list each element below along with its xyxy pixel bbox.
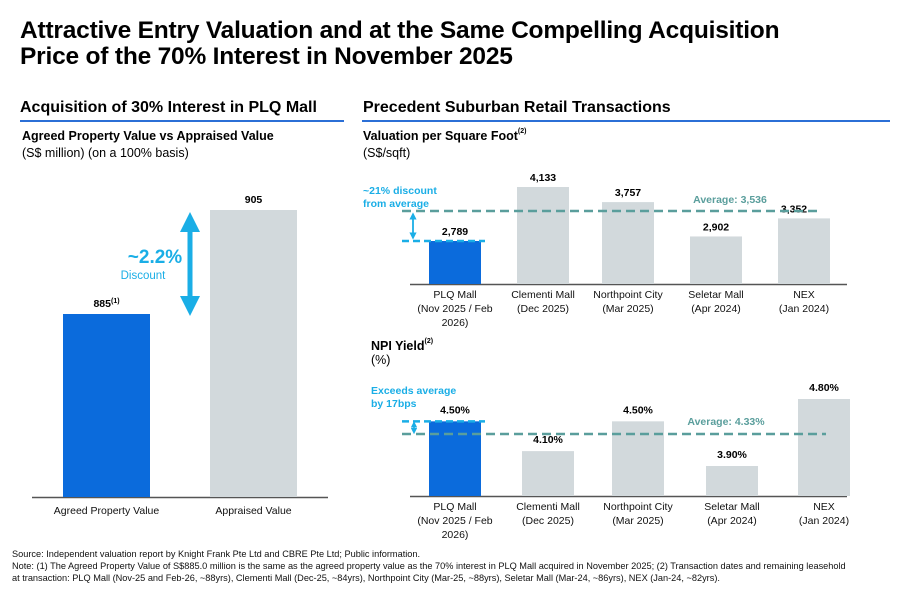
vpsf-annotation-line2: from average bbox=[363, 198, 429, 210]
category-label-0-1: (Nov 2025 / Feb bbox=[417, 515, 492, 527]
bar-0 bbox=[63, 314, 150, 497]
npi-chart-subtitle: NPI Yield(2) bbox=[371, 338, 434, 353]
category-label-3-0: Seletar Mall bbox=[688, 289, 743, 301]
bar-2 bbox=[602, 202, 654, 284]
bar-2 bbox=[612, 421, 664, 496]
footnote-source: Source: Independent valuation report by … bbox=[12, 549, 421, 559]
category-label-4-1: (Jan 2024) bbox=[799, 515, 849, 527]
right-section-rule bbox=[362, 120, 890, 122]
category-label-3-1: (Apr 2024) bbox=[707, 515, 757, 527]
npi-footnote-ref: (2) bbox=[424, 338, 434, 345]
category-label-4-0: NEX bbox=[793, 289, 815, 301]
data-label-1: 905 bbox=[245, 194, 263, 206]
footnote-note-line2: at transaction: PLQ Mall (Nov-25 and Feb… bbox=[12, 573, 720, 583]
right-section-heading: Precedent Suburban Retail Transactions bbox=[363, 99, 671, 116]
agreed-vs-appraised-chart: 885(1) Agreed Property Value 905 Appraised … bbox=[32, 194, 328, 517]
category-label-0-0: PLQ Mall bbox=[433, 501, 476, 513]
data-label-0: 2,789 bbox=[442, 226, 468, 238]
page-title: Attractive Entry Valuation and at the Sa… bbox=[20, 17, 780, 70]
average-label: Average: 4.33% bbox=[687, 416, 765, 428]
category-label-0-1: (Nov 2025 / Feb bbox=[417, 303, 492, 315]
bar-4 bbox=[798, 399, 850, 496]
category-label-4-0: NEX bbox=[813, 501, 835, 513]
bar-1 bbox=[517, 187, 569, 284]
category-label-2-1: (Mar 2025) bbox=[612, 515, 663, 527]
bar-3 bbox=[690, 236, 742, 284]
valuation-per-sqft-chart: 2,789 PLQ Mall (Nov 2025 / Feb 2026) 4,133 Cl… bbox=[402, 172, 847, 329]
discount-annotation-value: ~2.2% bbox=[128, 247, 183, 268]
category-label-2-1: (Mar 2025) bbox=[602, 303, 653, 315]
vpsf-chart-subtitle: Valuation per Square Foot(2) bbox=[363, 128, 527, 143]
npi-yield-chart: 4.50% PLQ Mall (Nov 2025 / Feb 2026) 4.10% Cl… bbox=[402, 382, 850, 541]
data-label-3: 2,902 bbox=[703, 221, 729, 233]
vpsf-chart-unit: (S$/sqft) bbox=[363, 146, 411, 160]
category-label-0-2: 2026) bbox=[442, 529, 469, 541]
data-label-4: 3,352 bbox=[781, 203, 807, 215]
category-label-3-1: (Apr 2024) bbox=[691, 303, 741, 315]
category-label-2-0: Northpoint City bbox=[603, 501, 673, 513]
npi-annotation-line2: by 17bps bbox=[371, 398, 417, 410]
bar-1 bbox=[522, 451, 574, 496]
vpsf-annotation-line1: ~21% discount bbox=[363, 185, 437, 197]
vpsf-footnote-ref: (2) bbox=[517, 128, 527, 135]
page-title-line2: Price of the 70% Interest in November 20… bbox=[20, 43, 513, 70]
bar-1 bbox=[210, 210, 297, 497]
category-label-2-0: Northpoint City bbox=[593, 289, 663, 301]
footnote-note-line1: Note: (1) The Agreed Property Value of S… bbox=[12, 561, 846, 571]
data-label-2: 4.50% bbox=[623, 404, 653, 416]
left-section-rule bbox=[20, 120, 344, 122]
category-label-1-1: (Dec 2025) bbox=[522, 515, 574, 527]
category-label-4-1: (Jan 2024) bbox=[779, 303, 829, 315]
bar-0 bbox=[429, 421, 481, 496]
data-label-4: 4.80% bbox=[809, 382, 839, 394]
left-chart-unit: (S$ million) (on a 100% basis) bbox=[22, 146, 189, 160]
bar-4 bbox=[778, 218, 830, 284]
category-label-1-0: Clementi Mall bbox=[516, 501, 580, 513]
page-title-line1: Attractive Entry Valuation and at the Sa… bbox=[20, 17, 780, 44]
data-label-footref-0: (1) bbox=[111, 298, 120, 305]
data-label-0: 885(1) bbox=[93, 298, 119, 310]
category-label-0: Agreed Property Value bbox=[54, 505, 160, 517]
left-section-heading: Acquisition of 30% Interest in PLQ Mall bbox=[20, 99, 317, 116]
bar-0 bbox=[429, 241, 481, 284]
category-label-0-0: PLQ Mall bbox=[433, 289, 476, 301]
discount-annotation-label: Discount bbox=[121, 270, 167, 282]
category-label-1-1: (Dec 2025) bbox=[517, 303, 569, 315]
data-label-0: 4.50% bbox=[440, 404, 470, 416]
npi-chart-unit: (%) bbox=[371, 353, 391, 367]
category-label-3-0: Seletar Mall bbox=[704, 501, 759, 513]
data-label-1: 4,133 bbox=[530, 172, 556, 184]
data-label-1: 4.10% bbox=[533, 434, 563, 446]
left-chart-subtitle: Agreed Property Value vs Appraised Value bbox=[22, 129, 274, 143]
category-label-0-2: 2026) bbox=[442, 317, 469, 329]
npi-subtitle-text: NPI Yield bbox=[371, 339, 425, 353]
data-label-3: 3.90% bbox=[717, 449, 747, 461]
vpsf-subtitle-text: Valuation per Square Foot bbox=[363, 129, 518, 143]
bar-3 bbox=[706, 466, 758, 496]
npi-annotation-line1: Exceeds average bbox=[371, 385, 456, 397]
category-label-1-0: Clementi Mall bbox=[511, 289, 575, 301]
data-label-2: 3,757 bbox=[615, 187, 641, 199]
average-label: Average: 3,536 bbox=[693, 194, 767, 206]
category-label-1: Appraised Value bbox=[215, 505, 291, 517]
